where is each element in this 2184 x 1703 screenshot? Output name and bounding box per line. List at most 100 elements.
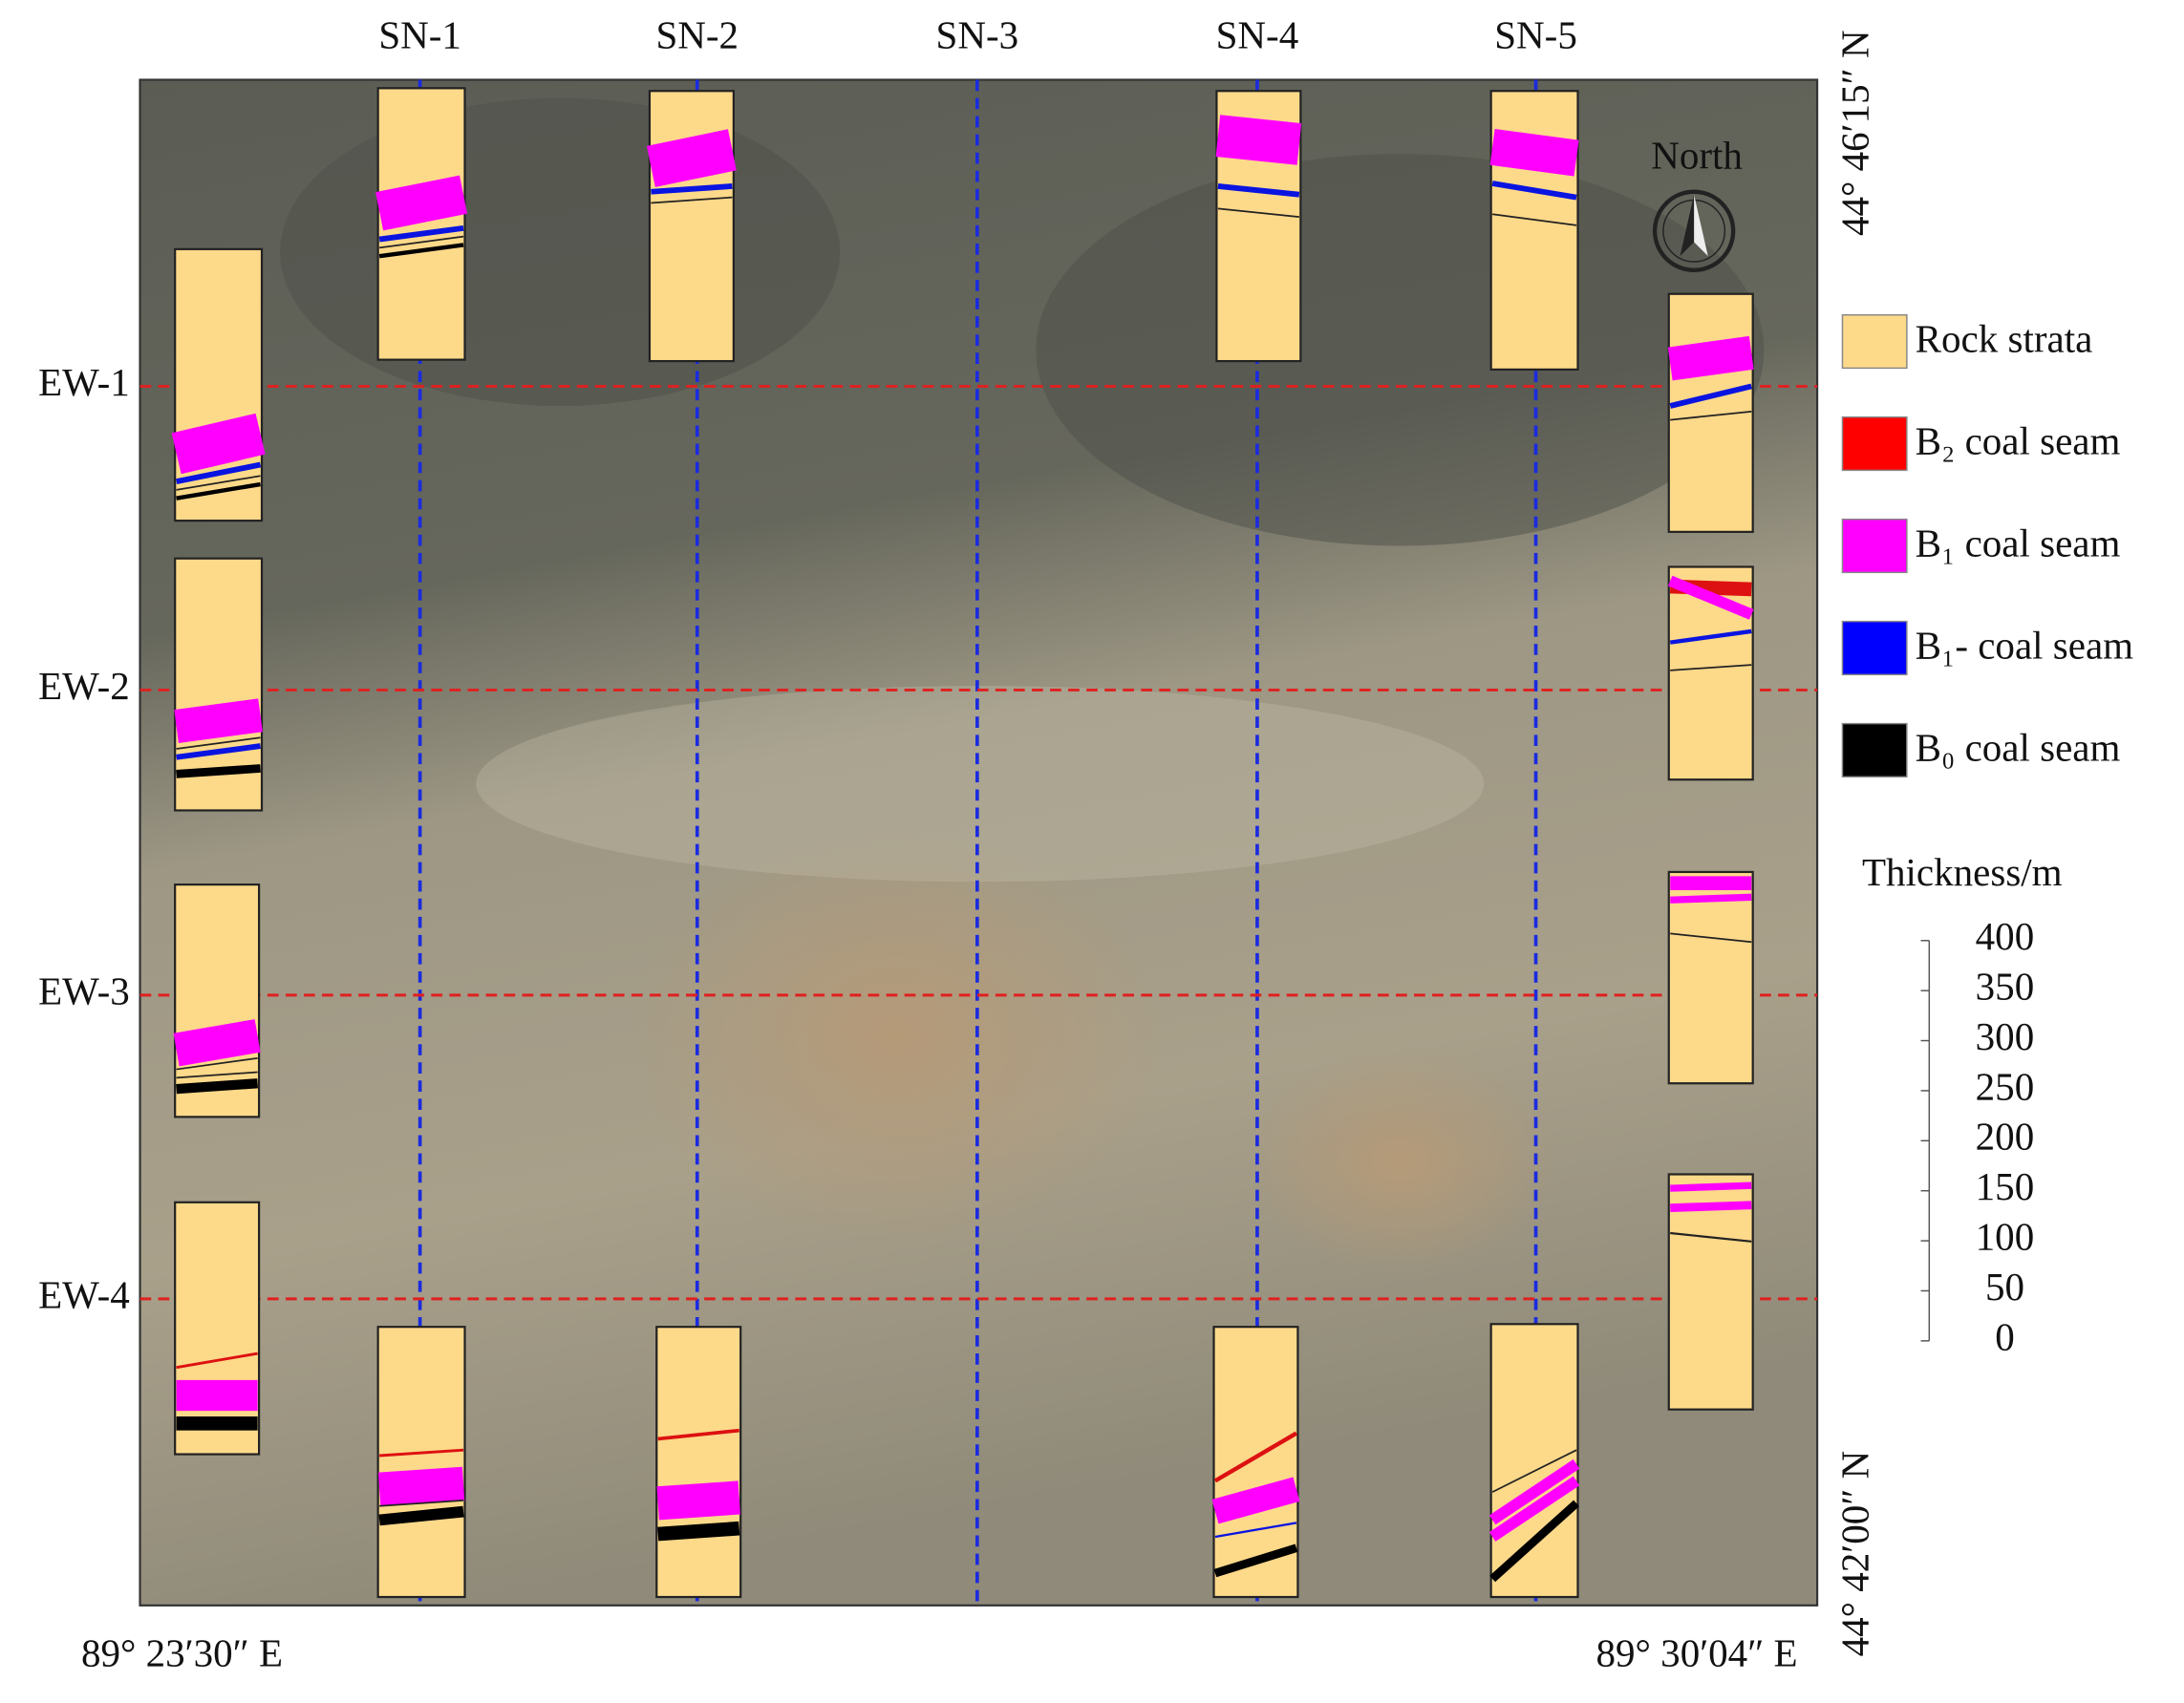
legend-label: Rock strata xyxy=(1916,316,2093,360)
coal-seam xyxy=(1489,1500,1579,1583)
coal-seam xyxy=(176,481,261,500)
scale-title: Thickness/m xyxy=(1862,850,2063,894)
coal-seam xyxy=(377,1466,465,1506)
coal-seam xyxy=(1491,1449,1577,1493)
coal-seam xyxy=(378,1505,464,1526)
coal-seam xyxy=(1215,115,1302,165)
legend-swatch xyxy=(1841,722,1908,778)
coal-seam xyxy=(1488,1476,1580,1542)
coal-seam xyxy=(656,1480,740,1521)
terrain-patch xyxy=(1036,154,1765,546)
coal-seam xyxy=(651,182,733,195)
ew-label: EW-1 xyxy=(38,360,130,404)
coal-seam xyxy=(378,224,464,243)
ew-label: EW-3 xyxy=(38,969,130,1012)
coal-seam xyxy=(176,1056,258,1071)
coal-seam xyxy=(1217,207,1299,219)
sn-label: SN-4 xyxy=(1216,12,1299,56)
coal-seam xyxy=(379,235,464,249)
terrain-patch xyxy=(1246,1050,1554,1274)
scale-tick-label: 350 xyxy=(1976,965,2035,1009)
scale-tick-label: 200 xyxy=(1976,1115,2035,1159)
coal-seam xyxy=(1669,628,1752,645)
legend-label: B₁- coal seam xyxy=(1916,623,2134,667)
coal-seam xyxy=(176,475,261,491)
coal-seam xyxy=(1670,1201,1752,1213)
strata-column xyxy=(1667,1173,1754,1411)
coal-seam xyxy=(176,736,261,750)
coordinate-label: 89° 30′04″ E xyxy=(1596,1630,1798,1674)
coal-seam xyxy=(1213,1543,1298,1578)
scale-tick-label: 150 xyxy=(1976,1164,2035,1208)
sn-label: SN-5 xyxy=(1494,12,1577,56)
coal-seam xyxy=(176,1352,258,1370)
ew-label: EW-2 xyxy=(38,664,130,708)
coal-seam xyxy=(1670,932,1752,944)
coal-seam xyxy=(1667,575,1754,620)
strata-column xyxy=(1489,1323,1579,1599)
map-layer: SN-1 SN-2 SN-3 SN-4 SN-5 EW-1 EW-2 EW-3 EW-4 Rock… xyxy=(38,12,2133,1674)
coal-seam xyxy=(1211,1477,1300,1524)
terrain-patch xyxy=(280,97,841,406)
sn-label: SN-1 xyxy=(378,12,461,56)
north-label: North xyxy=(1651,133,1743,177)
legend-label: B₀ coal seam xyxy=(1916,725,2121,769)
coal-seam xyxy=(1670,893,1752,904)
terrain-patch xyxy=(476,686,1485,883)
strata-column xyxy=(1667,870,1754,1085)
coal-seam xyxy=(375,175,468,231)
coal-seam xyxy=(1670,1231,1752,1243)
legend-swatch xyxy=(1841,620,1908,676)
strata-column xyxy=(174,1201,261,1456)
strata-column xyxy=(376,87,466,361)
north-arrow xyxy=(1652,189,1736,273)
coordinate-label: 44° 42′00″ N xyxy=(1832,1451,1876,1657)
coal-seam xyxy=(1491,181,1577,201)
legend-label: B₂ coal seam xyxy=(1916,418,2121,462)
coal-seam xyxy=(176,1078,258,1095)
scale-tick-label: 250 xyxy=(1976,1064,2035,1108)
terrain-patch xyxy=(630,825,1163,1246)
coal-seam xyxy=(176,461,262,484)
legend-swatch xyxy=(1841,518,1908,574)
scale-tick-label: 400 xyxy=(1976,914,2035,958)
coal-seam xyxy=(1213,1431,1298,1483)
coal-seam xyxy=(1667,335,1754,381)
coal-seam xyxy=(379,1500,464,1507)
scale-tick-label: 300 xyxy=(1976,1014,2035,1058)
scale-tick-label: 100 xyxy=(1976,1214,2035,1258)
coal-seam xyxy=(1670,1181,1752,1192)
coal-seam xyxy=(176,1071,258,1079)
strata-column xyxy=(174,883,261,1118)
coal-seam xyxy=(1489,128,1579,177)
scale-tick-label: 50 xyxy=(1985,1265,2024,1309)
coal-seam xyxy=(1214,1522,1297,1539)
legend-swatch xyxy=(1841,415,1908,472)
coal-seam xyxy=(646,129,737,187)
coal-seam xyxy=(1669,383,1752,409)
coal-seam xyxy=(174,698,263,743)
coal-seam xyxy=(1670,410,1752,421)
coal-seam xyxy=(173,1019,261,1067)
legend-label: B₁ coal seam xyxy=(1916,521,2121,564)
strata-column xyxy=(655,1326,742,1599)
coal-seam xyxy=(171,413,266,475)
coal-seam xyxy=(657,1428,739,1441)
ew-label: EW-4 xyxy=(38,1272,130,1316)
coal-seam xyxy=(378,243,464,259)
coordinate-label: 89° 23′30″ E xyxy=(81,1630,283,1674)
coal-seam xyxy=(379,1448,464,1458)
legend-swatch xyxy=(1841,313,1908,370)
strata-column xyxy=(376,1326,466,1599)
coal-seam xyxy=(657,1521,740,1542)
coal-seam xyxy=(1492,213,1577,226)
coal-seam xyxy=(1488,1458,1580,1525)
coal-seam xyxy=(176,743,261,760)
coal-seam xyxy=(176,764,261,778)
sn-label: SN-3 xyxy=(936,12,1019,56)
coal-seam xyxy=(1670,664,1752,671)
coal-seam xyxy=(651,196,733,204)
sn-label: SN-2 xyxy=(655,12,739,56)
coordinate-label: 44° 46′15″ N xyxy=(1832,30,1876,236)
